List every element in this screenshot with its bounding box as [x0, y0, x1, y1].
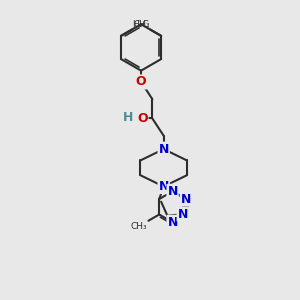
Text: CH₃: CH₃ [130, 222, 147, 231]
Text: H₃C: H₃C [132, 20, 149, 29]
Text: CH₃: CH₃ [133, 20, 150, 29]
Text: N: N [178, 208, 188, 221]
Text: O: O [136, 75, 146, 88]
Text: N: N [167, 185, 178, 198]
Text: N: N [158, 180, 169, 193]
Text: O: O [137, 112, 148, 125]
Text: H: H [123, 111, 134, 124]
Text: N: N [167, 216, 178, 229]
Text: N: N [181, 193, 191, 206]
Text: N: N [158, 142, 169, 156]
